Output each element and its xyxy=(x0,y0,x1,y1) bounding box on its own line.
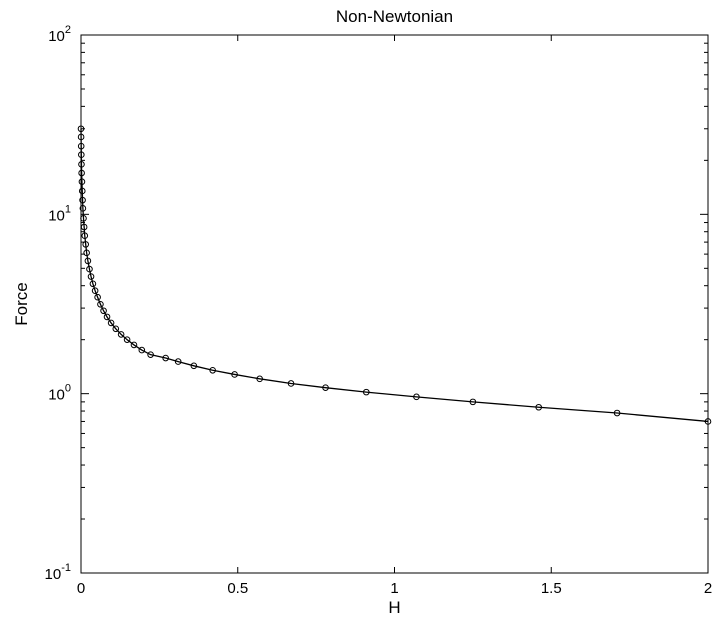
data-point xyxy=(256,375,263,383)
data-point xyxy=(77,125,85,133)
data-point xyxy=(86,265,93,273)
data-point xyxy=(117,331,125,338)
data-point xyxy=(107,319,115,327)
y-tick-label: 10-1 xyxy=(45,562,71,583)
data-point xyxy=(231,371,238,378)
plot-area-frame xyxy=(80,34,709,574)
x-axis-title: H xyxy=(388,598,400,617)
data-point xyxy=(78,169,85,177)
data-point xyxy=(78,151,85,159)
data-point xyxy=(103,313,111,321)
x-tick-label: 0 xyxy=(77,580,85,597)
data-point xyxy=(130,341,138,349)
data-point xyxy=(190,362,198,370)
data-point xyxy=(362,388,370,396)
data-point xyxy=(81,232,89,240)
data-point xyxy=(78,178,86,186)
data-point xyxy=(84,257,92,265)
data-point xyxy=(138,346,146,354)
data-point xyxy=(322,384,329,391)
data-point xyxy=(78,161,85,168)
x-axis: 0 0.5 1 1.5 2 xyxy=(77,35,712,597)
data-point xyxy=(174,358,182,365)
data-point xyxy=(413,393,420,401)
data-point xyxy=(94,293,101,301)
data-point xyxy=(91,287,99,295)
y-axis-title: Force xyxy=(12,282,31,325)
data-point xyxy=(89,280,97,288)
data-point xyxy=(613,409,621,417)
data-point xyxy=(79,196,86,204)
data-point xyxy=(123,336,131,343)
y-tick-label: 101 xyxy=(48,203,71,224)
data-point xyxy=(535,403,543,411)
series-layer xyxy=(77,125,712,425)
data-point xyxy=(80,215,87,222)
data-point xyxy=(162,354,169,362)
y-tick-label: 100 xyxy=(48,383,71,404)
data-point xyxy=(82,241,90,248)
x-tick-label: 1.5 xyxy=(541,580,562,597)
data-point xyxy=(77,142,85,150)
chart-title: Non-Newtonian xyxy=(336,7,453,26)
x-tick-label: 0.5 xyxy=(227,580,248,597)
data-point xyxy=(77,133,85,141)
data-point xyxy=(287,380,295,387)
y-tick-label: 102 xyxy=(48,24,71,45)
data-point xyxy=(80,223,88,231)
data-point xyxy=(147,351,154,358)
x-tick-label: 1 xyxy=(390,580,398,597)
data-point xyxy=(469,398,477,406)
data-point xyxy=(78,187,86,195)
data-point xyxy=(112,325,120,333)
data-point xyxy=(97,301,104,308)
data-point xyxy=(83,249,90,257)
data-point xyxy=(100,307,107,315)
x-tick-label: 2 xyxy=(704,580,712,597)
data-point xyxy=(209,366,216,374)
data-point xyxy=(79,205,87,212)
data-point xyxy=(704,418,712,425)
y-axis: 10-1 100 101 102 xyxy=(45,24,708,583)
data-point xyxy=(87,273,95,280)
